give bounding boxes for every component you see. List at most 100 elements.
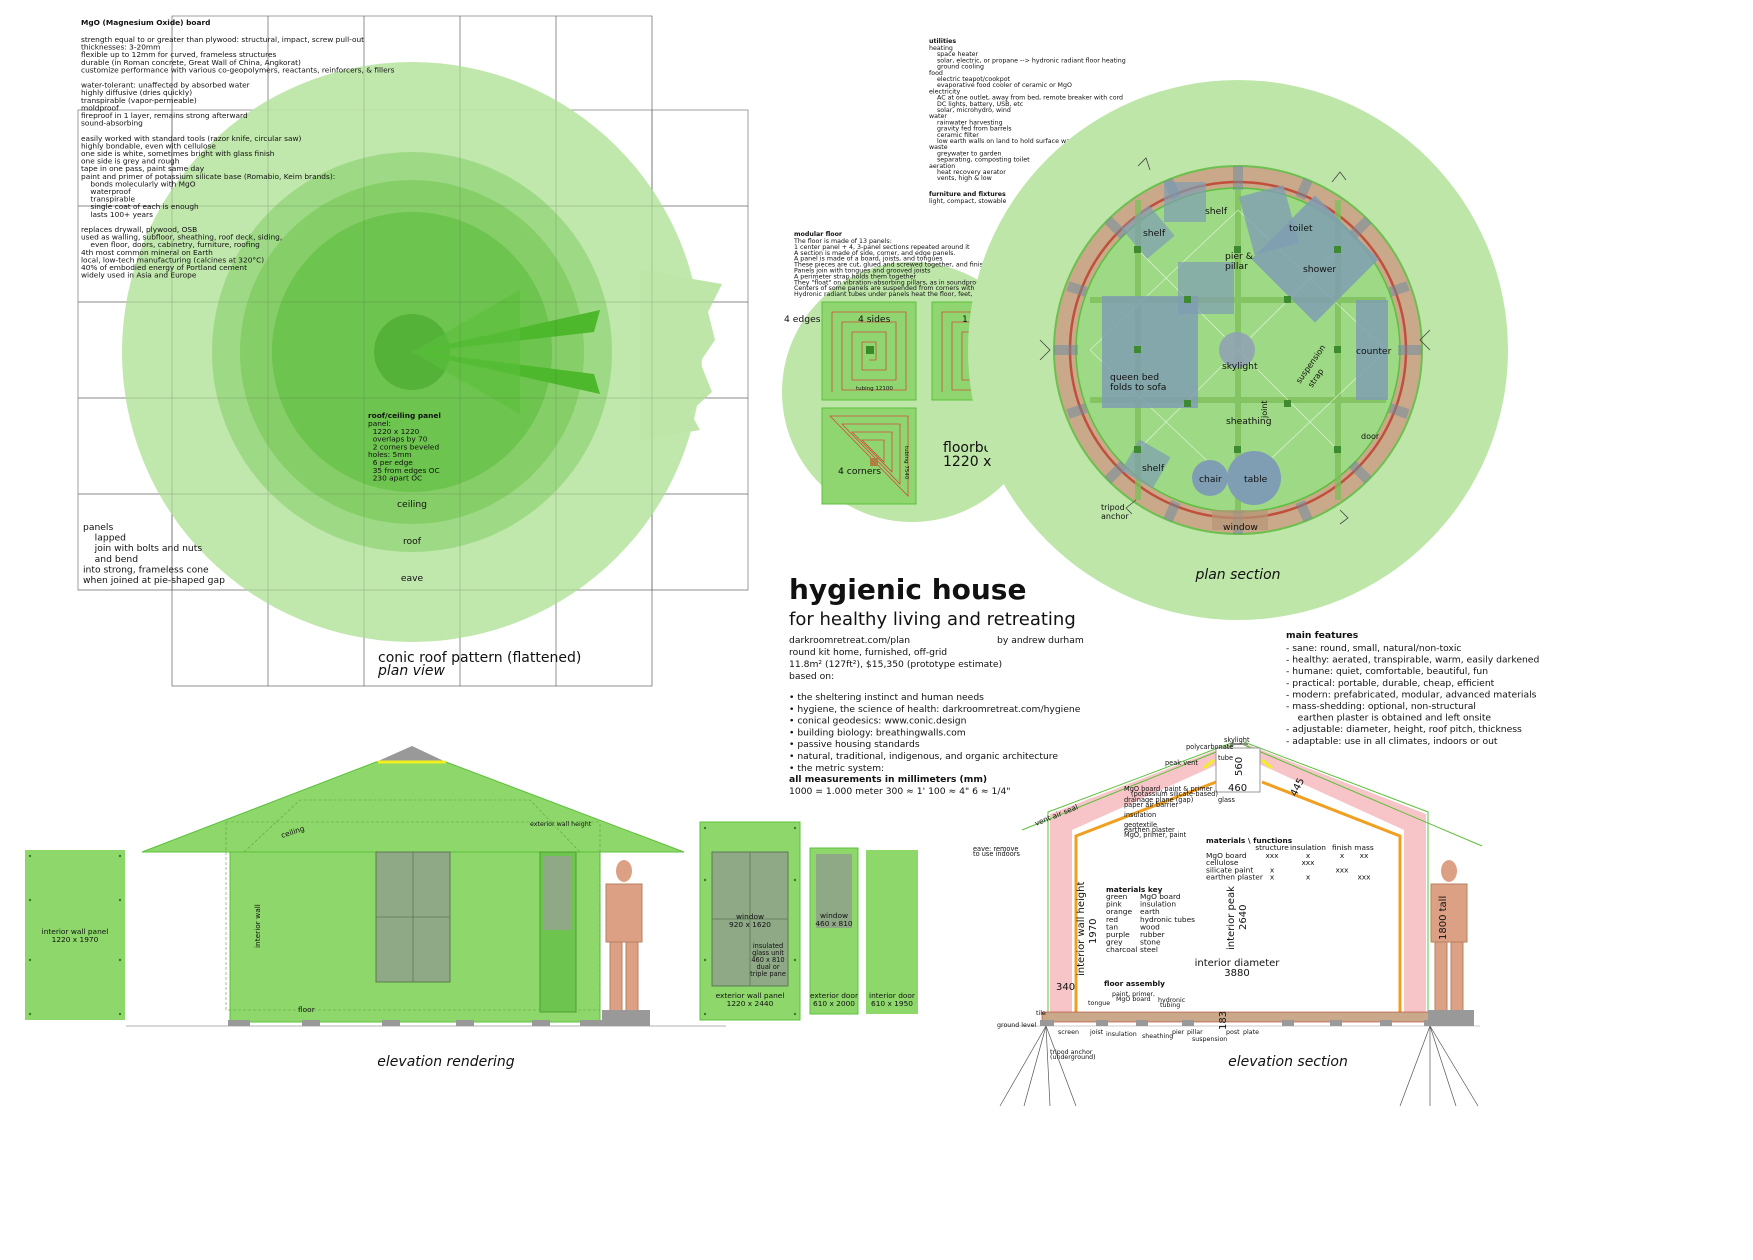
materials-key-material: stone	[1140, 938, 1161, 947]
house-title: hygienic house	[789, 573, 1026, 606]
floor-assembly-label: tubing	[1160, 1002, 1180, 1009]
ext-door-window-label: window	[820, 911, 848, 920]
plan-chair	[1192, 460, 1228, 496]
modular-floor-line: 1 center panel + 4, 3-panel sections rep…	[794, 244, 970, 251]
mgo-line: transpirable (vapor-permeable)	[81, 96, 197, 105]
floor-assembly-label: suspension	[1192, 1036, 1227, 1043]
plan-label-pillar: pillar	[1225, 261, 1248, 272]
feature-line: - humane: quiet, comfortable, beautiful,…	[1286, 666, 1488, 677]
modular-floor-title: modular floor	[794, 231, 843, 238]
sec-label-tall: 1800 tall	[1438, 896, 1449, 940]
mgo-line: single coat of each is enough	[81, 202, 199, 211]
house-desc: round kit home, furnished, off-grid	[789, 647, 947, 658]
materials-key-color: charcoal	[1106, 945, 1137, 954]
sec-label-mgo-board: MgO board, paint & primer	[1124, 785, 1213, 793]
utilities-line: ground cooling	[929, 64, 984, 71]
section-peak-vent-right	[1261, 758, 1273, 770]
plan-section-diagram: shelf shelf toilet pier & pillar shower …	[968, 80, 1508, 620]
plan-window	[1212, 510, 1268, 530]
interior-wall-panel	[25, 850, 125, 1020]
utilities-line: gravity fed from barrels	[929, 126, 1012, 133]
house-author: by andrew durham	[997, 635, 1084, 646]
sec-label-diameter: interior diameter	[1195, 958, 1281, 969]
plan-label-pier: pier &	[1225, 251, 1253, 262]
sec-label-mgo-board-2: (potassium silicate-based)	[1131, 790, 1218, 798]
ext-door-window-size: 460 x 810	[815, 919, 853, 928]
house-url: darkroomretreat.com/plan	[789, 635, 910, 646]
sec-dim-340: 340	[1056, 982, 1075, 993]
plan-label-table: table	[1244, 474, 1268, 485]
exterior-panel-holes	[703, 826, 797, 1016]
floor-label-corners: 4 corners	[838, 466, 881, 477]
ring-label-eave: eave	[401, 573, 424, 584]
roof-panel-line: 2 corners beveled	[368, 442, 439, 451]
roof-panel-line: panel:	[368, 419, 391, 428]
roof-panel-line: overlaps by 70	[368, 435, 428, 444]
house-influences-list: • the sheltering instinct and human need…	[789, 692, 1081, 774]
elevation-section: skylight polycarbonate tube peak vent 56…	[973, 736, 1483, 1107]
floor-assembly-label: pier	[1172, 1029, 1185, 1036]
poster-sheet: MgO (Magnesium Oxide) board strength equ…	[25, 15, 1539, 1107]
plan-label-shelf-left: shelf	[1143, 228, 1166, 239]
materials-key-material: rubber	[1140, 930, 1166, 939]
modular-floor-line: They "float" on vibration-absorbing pill…	[793, 279, 1027, 286]
rendering-hidden-lines	[225, 799, 601, 1011]
title-block: hygienic house for healthy living and re…	[789, 573, 1539, 797]
ring-label-ceiling: ceiling	[397, 499, 427, 510]
utilities-line: electric teapot/cookpot	[929, 76, 1011, 83]
section-mgo-board	[1021, 741, 1483, 1012]
mgo-line: 40% of embodied energy of Portland cemen…	[81, 263, 247, 272]
floor-assembly-label: tile	[1036, 1010, 1046, 1017]
plan-toilet	[1239, 185, 1299, 255]
rendering-label-interior-wall: interior wall	[253, 904, 262, 948]
section-insulation-right	[1246, 744, 1426, 1012]
mgo-line: replaces drywall, plywood, OSB	[81, 225, 197, 234]
floor-assembly-label: hydronic	[1158, 997, 1186, 1004]
materials-key-color: pink	[1106, 900, 1122, 909]
utilities-list: utilities heating space heater solar, el…	[929, 38, 1178, 205]
mgo-line: lasts 100+ years	[81, 210, 153, 219]
modular-floor-line: Panels join with tongues and grooved joi…	[794, 268, 930, 275]
plan-skylight	[1219, 332, 1255, 368]
feature-line: - modern: prefabricated, modular, advanc…	[1286, 689, 1537, 700]
house-bullet-line: • natural, traditional, indigenous, and …	[789, 751, 1058, 762]
materials-key-table: green MgO board pink insulation orange earth r…	[1106, 892, 1195, 954]
roof-panel-title: roof/ceiling panel	[368, 411, 441, 420]
mgo-line: sound-absorbing	[81, 119, 143, 128]
materials-key-color: orange	[1106, 907, 1132, 916]
roof-grid-overlay	[78, 16, 748, 687]
mgo-line: waterproof	[81, 187, 131, 196]
sec-label-peak-vent: peak vent	[1165, 759, 1198, 767]
plan-shelf-top	[1164, 182, 1206, 222]
panels-note: panels lapped join with bolts and nuts a…	[83, 522, 225, 586]
roof-pie-wedge	[412, 290, 520, 414]
materials-key-color: purple	[1106, 930, 1130, 939]
mgo-line: thicknesses: 3-20mm	[81, 43, 160, 52]
utilities-line: greywater to garden	[929, 150, 1002, 157]
utilities-line: heat recovery aerator	[929, 169, 1006, 176]
sec-label-paper: paper air barrier	[1124, 801, 1178, 809]
feature-line: - healthy: aerated, transpirable, warm, …	[1286, 655, 1539, 666]
roof-caption-subtitle: plan view	[377, 663, 445, 679]
plan-counter	[1356, 300, 1388, 400]
plan-label-window: window	[1223, 522, 1258, 533]
measure-line: 1000 = 1.000 meter 300 ≈ 1' 100 ≈ 4" 6 ≈…	[789, 786, 1011, 797]
section-interior-space	[1052, 752, 1424, 1012]
materials-key-material: insulation	[1140, 900, 1176, 909]
materials-key-color: red	[1106, 915, 1118, 924]
mgo-line: fireproof in 1 layer, remains strong aft…	[81, 111, 248, 120]
ext-panel-size: 1220 x 2440	[727, 999, 774, 1008]
utilities-line: ceramic filter	[929, 132, 979, 139]
sec-label-tube: tube	[1218, 754, 1233, 762]
mgo-line: one side is white, sometimes bright with…	[81, 149, 275, 158]
house-piers	[228, 1020, 602, 1026]
feature-line: - adaptable: use in all climates, indoor…	[1286, 736, 1498, 747]
modular-floor-line: A perimeter strap holds them together	[794, 273, 917, 280]
sec-label-skylight: skylight	[1224, 736, 1250, 744]
roof-skylight-cap	[376, 746, 446, 762]
mgo-line: durable (in Roman concrete, Great Wall o…	[81, 58, 301, 67]
house-subtitle: for healthy living and retreating	[789, 609, 1076, 630]
floor-assembly-label: sheathing	[1142, 1033, 1173, 1040]
materials-key-material: MgO board	[1140, 892, 1181, 901]
